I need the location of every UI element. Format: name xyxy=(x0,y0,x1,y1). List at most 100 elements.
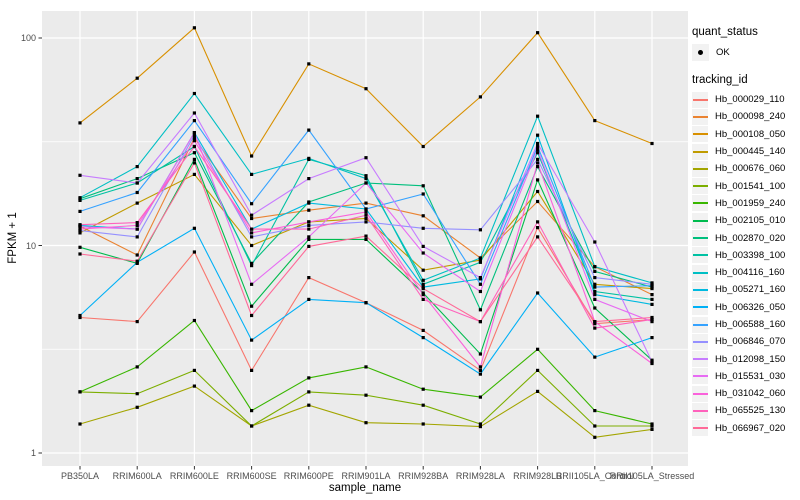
data-point xyxy=(421,184,425,188)
data-point xyxy=(250,154,254,158)
data-point xyxy=(135,235,139,239)
legend-label: Hb_000676_060 xyxy=(715,163,786,175)
data-point xyxy=(307,201,311,205)
legend-item-Hb_015531_030: Hb_015531_030 xyxy=(692,368,800,385)
data-point xyxy=(135,181,139,185)
data-point xyxy=(135,392,139,396)
legend-key-box xyxy=(692,126,708,143)
y-axis-title: FPKM + 1 xyxy=(7,212,19,264)
data-point xyxy=(364,237,368,241)
data-point xyxy=(192,318,196,323)
data-point xyxy=(364,393,368,397)
data-point xyxy=(478,256,482,260)
legend-label: Hb_001541_100 xyxy=(715,180,786,192)
y-tick-label: 1 xyxy=(30,448,36,458)
data-point xyxy=(78,315,82,320)
x-tick-label: RRIM928LA xyxy=(455,471,505,481)
legend-label: Hb_065525_130 xyxy=(715,405,786,417)
legend-key-box xyxy=(692,368,708,385)
data-point xyxy=(307,62,311,66)
data-point xyxy=(307,177,311,181)
data-point xyxy=(536,291,540,295)
data-point xyxy=(364,234,368,238)
data-point xyxy=(421,268,425,272)
x-tick-label: RRIM600LA xyxy=(112,471,162,481)
line-swatch-icon xyxy=(692,375,708,378)
data-point xyxy=(364,181,368,185)
data-point xyxy=(192,161,196,165)
data-point xyxy=(78,227,82,231)
legend-item-Hb_000108_050: Hb_000108_050 xyxy=(692,126,800,143)
data-point xyxy=(421,192,425,196)
data-point xyxy=(192,368,196,372)
legend-key-box xyxy=(692,43,709,61)
data-point xyxy=(650,297,654,301)
data-point xyxy=(593,326,597,330)
legend-item-Hb_001541_100: Hb_001541_100 xyxy=(692,177,800,195)
line-swatch-icon xyxy=(692,98,708,101)
data-point xyxy=(478,352,482,356)
data-point xyxy=(250,264,254,268)
data-point xyxy=(478,282,482,286)
data-point xyxy=(421,293,425,297)
data-point xyxy=(192,133,196,137)
data-point xyxy=(536,389,540,393)
data-point xyxy=(421,328,425,332)
data-point xyxy=(78,196,82,200)
data-point xyxy=(536,148,540,152)
line-swatch-icon xyxy=(692,392,708,395)
data-point xyxy=(593,409,597,413)
data-point xyxy=(536,165,540,169)
legend-key-box xyxy=(692,247,708,264)
data-point xyxy=(250,304,254,308)
legend-label: Hb_015531_030 xyxy=(715,370,786,382)
data-point xyxy=(421,226,425,230)
data-point xyxy=(250,235,254,239)
data-point xyxy=(135,177,139,181)
data-point xyxy=(307,390,311,394)
legend-key-box xyxy=(692,264,708,281)
data-point xyxy=(250,261,254,265)
legend-item-quant-ok: OK xyxy=(692,43,800,61)
data-point xyxy=(135,227,139,231)
y-tick-label: 100 xyxy=(20,33,36,43)
data-point xyxy=(364,210,368,214)
data-point xyxy=(421,214,425,218)
legend-key-box xyxy=(692,108,708,125)
data-point xyxy=(307,220,311,224)
data-point xyxy=(650,361,654,366)
data-point xyxy=(593,320,597,324)
data-point xyxy=(478,258,482,262)
data-point xyxy=(478,365,482,369)
legend-item-Hb_065525_130: Hb_065525_130 xyxy=(692,402,800,419)
data-point xyxy=(78,422,82,426)
data-point xyxy=(135,221,139,225)
legend-key-box xyxy=(692,316,708,333)
data-point xyxy=(78,225,82,229)
data-point xyxy=(478,276,482,280)
data-point xyxy=(250,409,254,413)
data-point xyxy=(78,198,82,202)
data-point xyxy=(536,189,540,194)
line-swatch-icon xyxy=(692,323,708,326)
data-point xyxy=(536,178,540,182)
data-point xyxy=(650,293,654,297)
data-point xyxy=(192,91,196,96)
data-point xyxy=(364,156,368,160)
data-point xyxy=(593,119,597,123)
data-point xyxy=(421,278,425,282)
line-swatch-icon xyxy=(692,133,708,136)
line-swatch-icon xyxy=(692,254,708,257)
legend-item-Hb_000098_240: Hb_000098_240 xyxy=(692,108,800,125)
legend-label: Hb_002870_020 xyxy=(715,232,786,244)
line-swatch-icon xyxy=(692,271,708,274)
data-point xyxy=(135,405,139,409)
data-point xyxy=(650,336,654,340)
data-point xyxy=(650,141,654,146)
data-point xyxy=(421,244,425,248)
data-point xyxy=(650,427,654,431)
legend-key-box xyxy=(692,281,708,298)
data-point xyxy=(250,313,254,318)
data-point xyxy=(650,424,654,428)
line-swatch-icon xyxy=(692,150,708,153)
